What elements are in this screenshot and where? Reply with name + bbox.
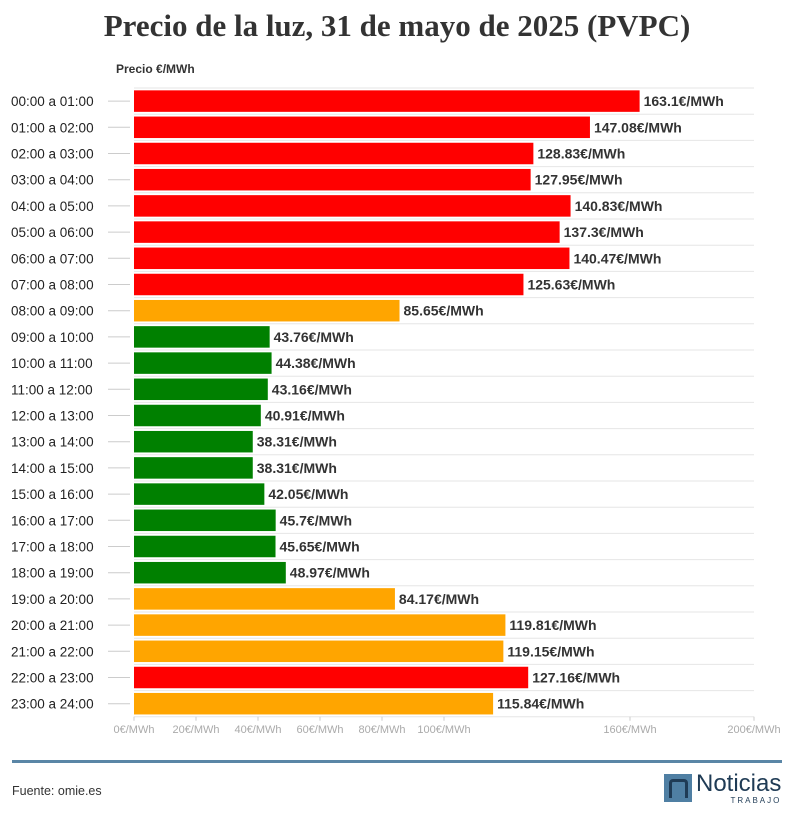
category-label: 03:00 a 04:00 <box>11 173 94 188</box>
value-label: 45.7€/MWh <box>280 512 352 528</box>
footer-divider <box>12 760 782 763</box>
bar <box>134 142 534 165</box>
value-label: 147.08€/MWh <box>594 119 682 135</box>
category-label: 18:00 a 19:00 <box>11 566 94 581</box>
category-label: 06:00 a 07:00 <box>11 251 94 266</box>
category-label: 16:00 a 17:00 <box>11 513 94 528</box>
category-label: 23:00 a 24:00 <box>11 697 94 712</box>
tick-label: 200€/MWh <box>727 724 780 736</box>
bar <box>134 692 494 715</box>
category-label: 13:00 a 14:00 <box>11 435 94 450</box>
category-label: 17:00 a 18:00 <box>11 540 94 555</box>
bar <box>134 666 529 689</box>
logo-icon <box>664 774 692 802</box>
bar <box>134 614 506 636</box>
bar <box>134 247 570 270</box>
category-label: 19:00 a 20:00 <box>11 592 94 607</box>
bar <box>134 561 286 584</box>
value-label: 119.81€/MWh <box>509 617 596 633</box>
tick-label: 100€/MWh <box>417 724 470 736</box>
value-label: 137.3€/MWh <box>564 224 644 240</box>
bar <box>134 509 276 532</box>
value-label: 140.83€/MWh <box>575 198 663 214</box>
bar <box>134 168 531 191</box>
logo-sub-text: TRABAJO <box>730 795 782 805</box>
category-label: 12:00 a 13:00 <box>11 409 94 424</box>
bar <box>134 535 276 558</box>
value-label: 40.91€/MWh <box>265 408 345 424</box>
tick-label: 20€/MWh <box>172 724 219 736</box>
category-label: 09:00 a 10:00 <box>11 330 94 345</box>
category-label: 05:00 a 06:00 <box>11 225 94 240</box>
bar <box>134 326 270 348</box>
value-label: 115.84€/MWh <box>497 696 584 712</box>
bar <box>134 404 261 427</box>
bar <box>134 116 590 139</box>
bar <box>134 483 265 505</box>
category-label: 01:00 a 02:00 <box>11 120 94 135</box>
axis-label: Precio €/MWh <box>116 62 195 76</box>
value-label: 125.63€/MWh <box>527 277 615 293</box>
bar <box>134 352 272 374</box>
bar <box>134 430 253 453</box>
value-label: 42.05€/MWh <box>268 486 348 502</box>
category-label: 02:00 a 03:00 <box>11 147 94 162</box>
tick-label: 60€/MWh <box>296 724 343 736</box>
value-label: 127.16€/MWh <box>532 670 620 686</box>
chart-title: Precio de la luz, 31 de mayo de 2025 (PV… <box>103 8 691 43</box>
bar <box>134 299 400 322</box>
category-label: 04:00 a 05:00 <box>11 199 94 214</box>
logo-main-text: Noticias <box>696 769 782 797</box>
tick-label: 160€/MWh <box>603 724 656 736</box>
value-label: 38.31€/MWh <box>257 460 337 476</box>
bar <box>134 378 268 401</box>
bar <box>134 588 395 610</box>
value-label: 127.95€/MWh <box>535 172 623 188</box>
bar-chart: 0€/MWh 20€/MWh 40€/MWh 60€/MWh 80€/MWh 100€/M… <box>11 87 781 736</box>
tick-label: 80€/MWh <box>358 724 405 736</box>
category-label: 11:00 a 12:00 <box>11 382 93 397</box>
category-label: 22:00 a 23:00 <box>11 671 94 686</box>
category-label: 00:00 a 01:00 <box>11 94 94 109</box>
tick-label: 0€/MWh <box>114 724 155 736</box>
category-label: 08:00 a 09:00 <box>11 304 94 319</box>
brand-logo: Noticias TRABAJO <box>664 769 782 805</box>
value-label: 85.65€/MWh <box>404 303 484 319</box>
bar <box>134 90 640 112</box>
value-label: 44.38€/MWh <box>276 355 356 371</box>
category-label: 14:00 a 15:00 <box>11 461 94 476</box>
category-label: 07:00 a 08:00 <box>11 278 94 293</box>
value-label: 38.31€/MWh <box>257 434 337 450</box>
value-label: 43.76€/MWh <box>274 329 354 345</box>
value-label: 119.15€/MWh <box>507 643 594 659</box>
value-label: 45.65€/MWh <box>280 539 360 555</box>
bar <box>134 640 504 663</box>
bar <box>134 221 560 243</box>
bar <box>134 457 253 479</box>
value-label: 140.47€/MWh <box>573 250 661 266</box>
bar <box>134 195 571 217</box>
value-label: 163.1€/MWh <box>644 93 724 109</box>
bar <box>134 273 524 296</box>
category-label: 20:00 a 21:00 <box>11 618 94 633</box>
category-label: 15:00 a 16:00 <box>11 487 94 502</box>
value-label: 84.17€/MWh <box>399 591 479 607</box>
category-label: 10:00 a 11:00 <box>11 356 93 371</box>
tick-label: 40€/MWh <box>234 724 281 736</box>
value-label: 48.97€/MWh <box>290 565 370 581</box>
value-label: 128.83€/MWh <box>537 146 625 162</box>
source-note: Fuente: omie.es <box>12 784 102 798</box>
category-label: 21:00 a 22:00 <box>11 644 94 659</box>
value-label: 43.16€/MWh <box>272 381 352 397</box>
